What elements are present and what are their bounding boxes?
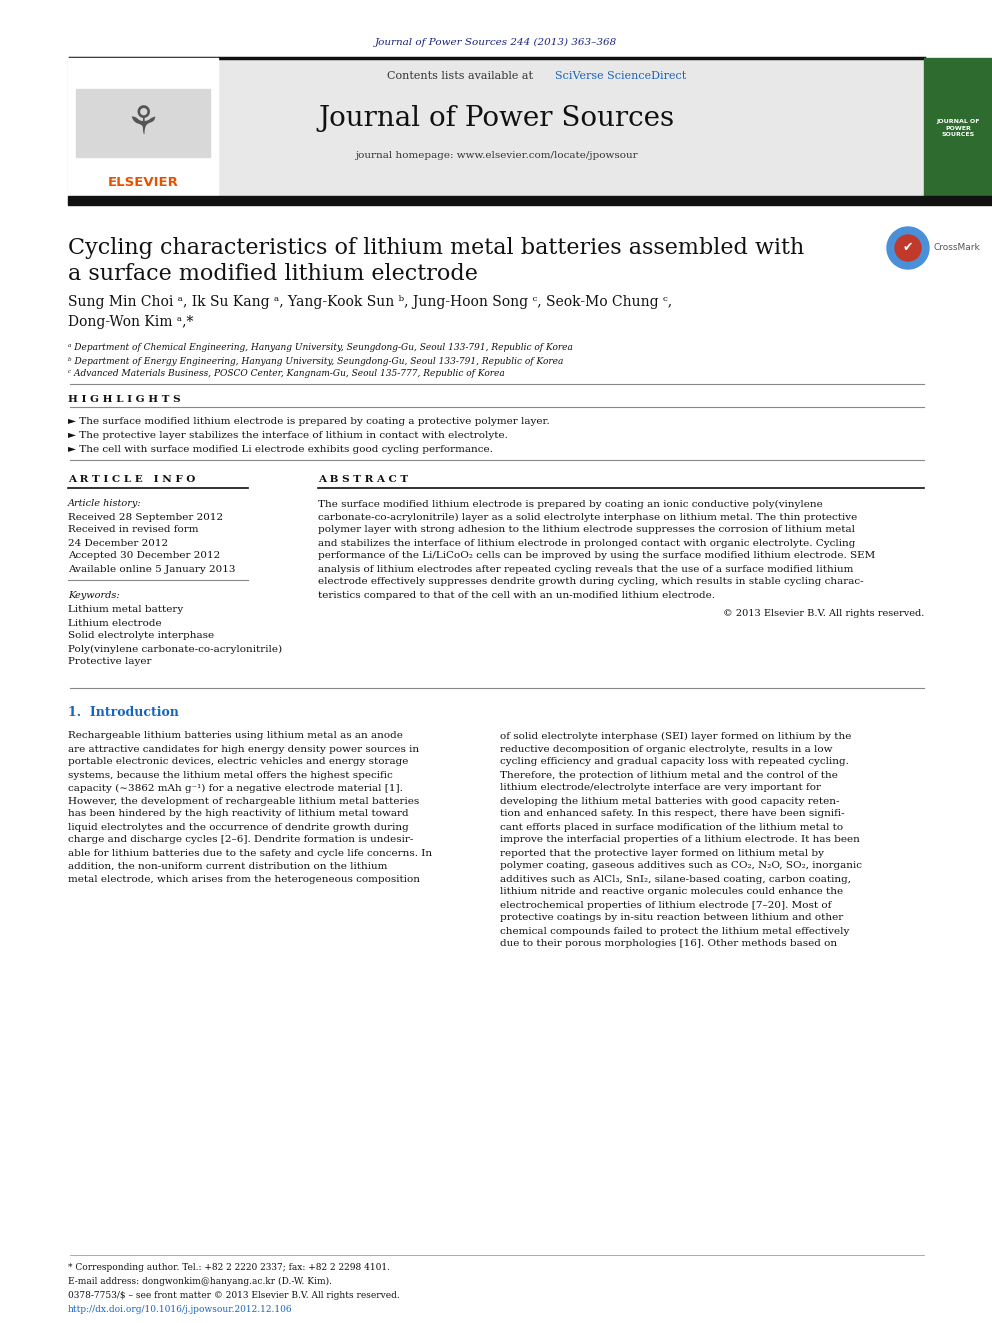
Bar <box>924 58 992 197</box>
Text: Available online 5 January 2013: Available online 5 January 2013 <box>68 565 235 573</box>
Text: Lithium electrode: Lithium electrode <box>68 618 162 627</box>
Text: ► The cell with surface modified Li electrode exhibits good cycling performance.: ► The cell with surface modified Li elec… <box>68 446 493 455</box>
Text: Solid electrolyte interphase: Solid electrolyte interphase <box>68 631 214 640</box>
Text: A B S T R A C T: A B S T R A C T <box>318 475 408 484</box>
Text: cant efforts placed in surface modification of the lithium metal to: cant efforts placed in surface modificat… <box>500 823 843 831</box>
Text: JOURNAL OF
POWER
SOURCES: JOURNAL OF POWER SOURCES <box>936 119 980 138</box>
Text: Cycling characteristics of lithium metal batteries assembled with: Cycling characteristics of lithium metal… <box>68 237 805 259</box>
Text: systems, because the lithium metal offers the highest specific: systems, because the lithium metal offer… <box>68 770 393 779</box>
Text: © 2013 Elsevier B.V. All rights reserved.: © 2013 Elsevier B.V. All rights reserved… <box>722 610 924 618</box>
Text: ► The protective layer stabilizes the interface of lithium in contact with elect: ► The protective layer stabilizes the in… <box>68 431 508 441</box>
Text: developing the lithium metal batteries with good capacity reten-: developing the lithium metal batteries w… <box>500 796 839 806</box>
Text: teristics compared to that of the cell with an un-modified lithium electrode.: teristics compared to that of the cell w… <box>318 590 715 599</box>
Text: Dong-Won Kim ᵃ,*: Dong-Won Kim ᵃ,* <box>68 315 193 329</box>
Text: http://dx.doi.org/10.1016/j.jpowsour.2012.12.106: http://dx.doi.org/10.1016/j.jpowsour.201… <box>68 1304 293 1314</box>
Bar <box>76 89 210 157</box>
Text: a surface modified lithium electrode: a surface modified lithium electrode <box>68 263 478 284</box>
Text: CrossMark: CrossMark <box>933 243 980 253</box>
Bar <box>68 58 218 197</box>
Text: improve the interfacial properties of a lithium electrode. It has been: improve the interfacial properties of a … <box>500 836 860 844</box>
Text: However, the development of rechargeable lithium metal batteries: However, the development of rechargeable… <box>68 796 420 806</box>
Text: analysis of lithium electrodes after repeated cycling reveals that the use of a : analysis of lithium electrodes after rep… <box>318 565 853 573</box>
Text: carbonate-co-acrylonitrile) layer as a solid electrolyte interphase on lithium m: carbonate-co-acrylonitrile) layer as a s… <box>318 512 857 521</box>
Text: tion and enhanced safety. In this respect, there have been signifi-: tion and enhanced safety. In this respec… <box>500 810 844 819</box>
Text: are attractive candidates for high energy density power sources in: are attractive candidates for high energ… <box>68 745 420 754</box>
Text: of solid electrolyte interphase (SEI) layer formed on lithium by the: of solid electrolyte interphase (SEI) la… <box>500 732 851 741</box>
Text: H I G H L I G H T S: H I G H L I G H T S <box>68 394 181 404</box>
Text: electrode effectively suppresses dendrite growth during cycling, which results i: electrode effectively suppresses dendrit… <box>318 578 864 586</box>
Text: portable electronic devices, electric vehicles and energy storage: portable electronic devices, electric ve… <box>68 758 409 766</box>
Text: polymer coating, gaseous additives such as CO₂, N₂O, SO₂, inorganic: polymer coating, gaseous additives such … <box>500 861 862 871</box>
Text: addition, the non-uniform current distribution on the lithium: addition, the non-uniform current distri… <box>68 861 387 871</box>
Circle shape <box>895 235 921 261</box>
Text: The surface modified lithium electrode is prepared by coating an ionic conductiv: The surface modified lithium electrode i… <box>318 500 822 508</box>
Text: due to their porous morphologies [16]. Other methods based on: due to their porous morphologies [16]. O… <box>500 939 837 949</box>
Text: chemical compounds failed to protect the lithium metal effectively: chemical compounds failed to protect the… <box>500 926 849 935</box>
Text: Received 28 September 2012: Received 28 September 2012 <box>68 512 223 521</box>
Text: SciVerse ScienceDirect: SciVerse ScienceDirect <box>555 71 686 81</box>
Text: electrochemical properties of lithium electrode [7–20]. Most of: electrochemical properties of lithium el… <box>500 901 831 909</box>
Text: lithium nitride and reactive organic molecules could enhance the: lithium nitride and reactive organic mol… <box>500 888 843 897</box>
Text: Journal of Power Sources 244 (2013) 363–368: Journal of Power Sources 244 (2013) 363–… <box>375 37 617 46</box>
Text: ᶜ Advanced Materials Business, POSCO Center, Kangnam-Gu, Seoul 135-777, Republic: ᶜ Advanced Materials Business, POSCO Cen… <box>68 369 505 378</box>
Text: additives such as AlCl₃, SnI₂, silane-based coating, carbon coating,: additives such as AlCl₃, SnI₂, silane-ba… <box>500 875 851 884</box>
Text: Lithium metal battery: Lithium metal battery <box>68 606 184 614</box>
Text: has been hindered by the high reactivity of lithium metal toward: has been hindered by the high reactivity… <box>68 810 409 819</box>
Text: Protective layer: Protective layer <box>68 658 152 667</box>
Text: protective coatings by in-situ reaction between lithium and other: protective coatings by in-situ reaction … <box>500 913 843 922</box>
Text: polymer layer with strong adhesion to the lithium electrode suppresses the corro: polymer layer with strong adhesion to th… <box>318 525 855 534</box>
Text: and stabilizes the interface of lithium electrode in prolonged contact with orga: and stabilizes the interface of lithium … <box>318 538 855 548</box>
Text: liquid electrolytes and the occurrence of dendrite growth during: liquid electrolytes and the occurrence o… <box>68 823 409 831</box>
Text: Keywords:: Keywords: <box>68 591 120 601</box>
Text: ᵃ Department of Chemical Engineering, Hanyang University, Seungdong-Gu, Seoul 13: ᵃ Department of Chemical Engineering, Ha… <box>68 344 572 352</box>
Text: performance of the Li/LiCoO₂ cells can be improved by using the surface modified: performance of the Li/LiCoO₂ cells can b… <box>318 552 875 561</box>
Text: able for lithium batteries due to the safety and cycle life concerns. In: able for lithium batteries due to the sa… <box>68 848 433 857</box>
Text: 0378-7753/$ – see front matter © 2013 Elsevier B.V. All rights reserved.: 0378-7753/$ – see front matter © 2013 El… <box>68 1291 400 1301</box>
Text: Accepted 30 December 2012: Accepted 30 December 2012 <box>68 552 220 561</box>
Text: Therefore, the protection of lithium metal and the control of the: Therefore, the protection of lithium met… <box>500 770 838 779</box>
Text: E-mail address: dongwonkim@hanyang.ac.kr (D.-W. Kim).: E-mail address: dongwonkim@hanyang.ac.kr… <box>68 1277 332 1286</box>
Text: A R T I C L E   I N F O: A R T I C L E I N F O <box>68 475 195 484</box>
Text: cycling efficiency and gradual capacity loss with repeated cycling.: cycling efficiency and gradual capacity … <box>500 758 849 766</box>
Text: ELSEVIER: ELSEVIER <box>107 176 179 189</box>
Text: 24 December 2012: 24 December 2012 <box>68 538 168 548</box>
Text: metal electrode, which arises from the heterogeneous composition: metal electrode, which arises from the h… <box>68 875 420 884</box>
Text: Journal of Power Sources: Journal of Power Sources <box>318 105 674 131</box>
Text: charge and discharge cycles [2–6]. Dendrite formation is undesir-: charge and discharge cycles [2–6]. Dendr… <box>68 836 414 844</box>
Text: reductive decomposition of organic electrolyte, results in a low: reductive decomposition of organic elect… <box>500 745 832 754</box>
Text: ⚘: ⚘ <box>126 105 161 142</box>
Bar <box>68 58 924 197</box>
Text: 1.  Introduction: 1. Introduction <box>68 705 179 718</box>
Text: capacity (∼3862 mAh g⁻¹) for a negative electrode material [1].: capacity (∼3862 mAh g⁻¹) for a negative … <box>68 783 403 792</box>
Text: Sung Min Choi ᵃ, Ik Su Kang ᵃ, Yang-Kook Sun ᵇ, Jung-Hoon Song ᶜ, Seok-Mo Chung : Sung Min Choi ᵃ, Ik Su Kang ᵃ, Yang-Kook… <box>68 295 673 310</box>
Text: Article history:: Article history: <box>68 500 142 508</box>
Text: Contents lists available at: Contents lists available at <box>387 71 537 81</box>
Text: ► The surface modified lithium electrode is prepared by coating a protective pol: ► The surface modified lithium electrode… <box>68 418 550 426</box>
Text: lithium electrode/electrolyte interface are very important for: lithium electrode/electrolyte interface … <box>500 783 821 792</box>
Bar <box>68 196 992 205</box>
Text: Received in revised form: Received in revised form <box>68 525 198 534</box>
Text: * Corresponding author. Tel.: +82 2 2220 2337; fax: +82 2 2298 4101.: * Corresponding author. Tel.: +82 2 2220… <box>68 1263 390 1273</box>
Text: Poly(vinylene carbonate-co-acrylonitrile): Poly(vinylene carbonate-co-acrylonitrile… <box>68 644 282 654</box>
Text: ᵇ Department of Energy Engineering, Hanyang University, Seungdong-Gu, Seoul 133-: ᵇ Department of Energy Engineering, Hany… <box>68 356 563 365</box>
Text: ✔: ✔ <box>903 242 914 254</box>
Text: reported that the protective layer formed on lithium metal by: reported that the protective layer forme… <box>500 848 824 857</box>
Text: Rechargeable lithium batteries using lithium metal as an anode: Rechargeable lithium batteries using lit… <box>68 732 403 741</box>
Circle shape <box>887 228 929 269</box>
Text: journal homepage: www.elsevier.com/locate/jpowsour: journal homepage: www.elsevier.com/locat… <box>355 151 637 160</box>
